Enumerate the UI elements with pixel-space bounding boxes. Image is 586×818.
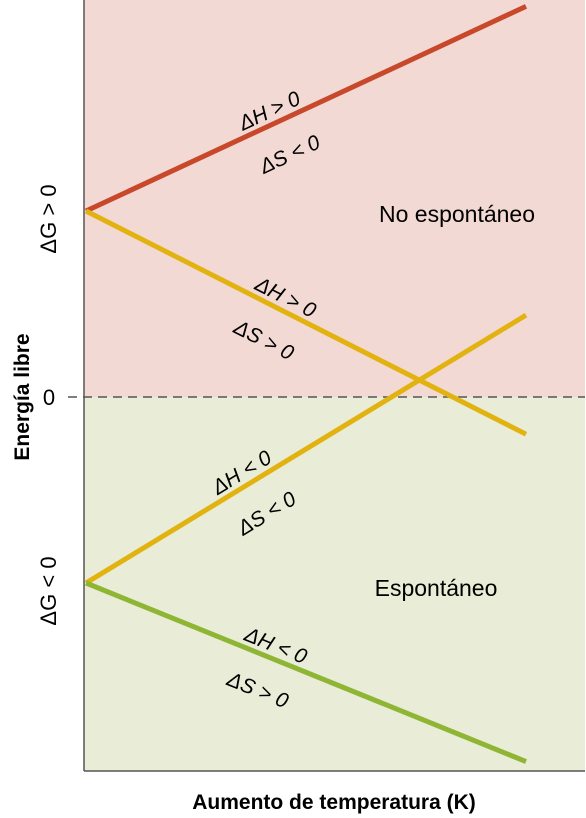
y-tick-label-positive: ΔG > 0	[36, 184, 61, 253]
series-line-3	[84, 313, 528, 586]
series-line-2	[84, 208, 528, 437]
non-spontaneous-label: No espontáneo	[379, 201, 535, 227]
series-line-1	[84, 4, 528, 214]
spontaneous-label: Espontáneo	[375, 575, 498, 601]
y-tick-label-negative: ΔG < 0	[36, 556, 61, 625]
x-axis-title: Aumento de temperatura (K)	[192, 791, 476, 814]
y-tick-label-zero: 0	[43, 385, 55, 410]
spontaneous-region	[84, 397, 585, 771]
y-axis-title: Energía libre	[11, 333, 34, 460]
series-line-4	[85, 580, 527, 764]
